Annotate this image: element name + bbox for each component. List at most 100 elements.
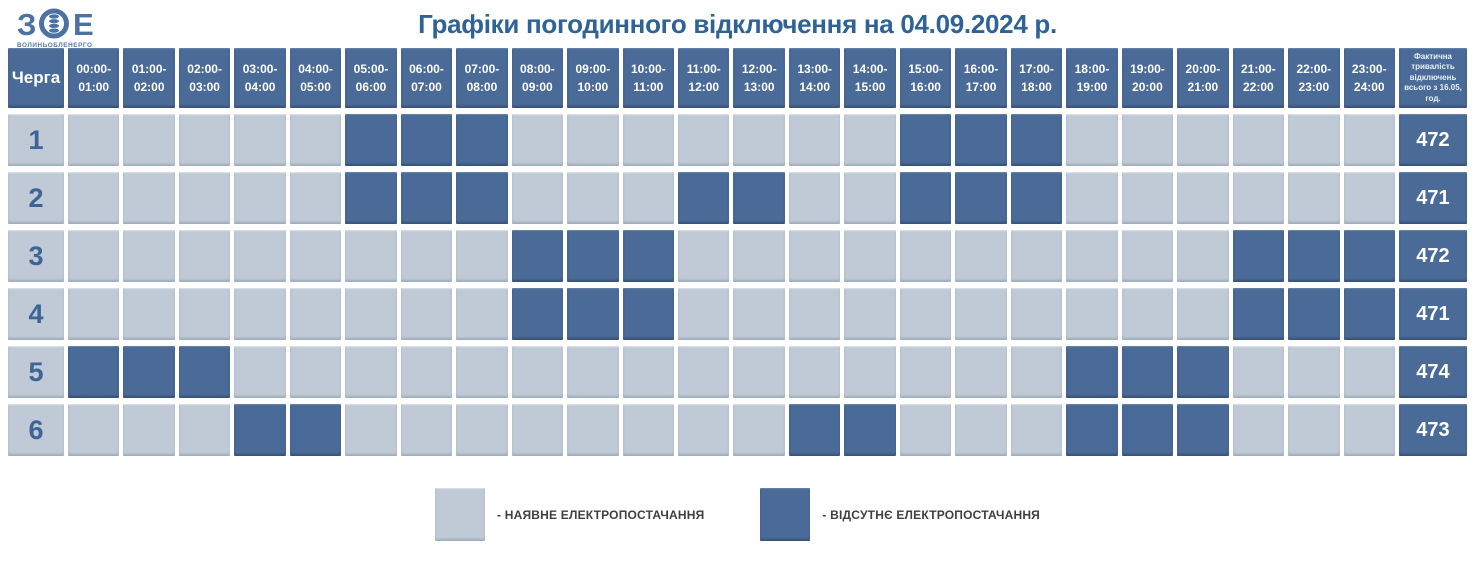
schedule-cell (1010, 114, 1063, 166)
page-title: Графіки погодинного відключення на 04.09… (418, 9, 1057, 39)
schedule-cell (511, 346, 564, 398)
schedule-cell (1177, 404, 1229, 456)
schedule-cell (456, 346, 508, 398)
schedule-cell (1288, 230, 1340, 282)
schedule-cell (234, 346, 286, 398)
hour-range-start: 00:00- (76, 62, 112, 76)
hour-header-cell: 17:00- 18:00 (1010, 48, 1063, 108)
schedule-cell (1066, 230, 1118, 282)
hour-range-start: 16:00- (963, 62, 999, 76)
hour-range-start: 12:00- (741, 62, 777, 76)
hour-header-cell: 06:00- 07:00 (400, 48, 453, 108)
schedule-cell (567, 404, 619, 456)
schedule-cell (178, 346, 231, 398)
hour-range-start: 20:00- (1185, 62, 1221, 76)
hour-range-end: 03:00 (189, 80, 220, 94)
hour-header-cell: 04:00- 05:00 (289, 48, 342, 108)
schedule-cell (1232, 230, 1285, 282)
legend-item-power-on: - НАЯВНЕ ЕЛЕКТРОПОСТАЧАННЯ (434, 488, 704, 541)
volynoblenergo-logo-icon: З Е ВОЛИНЬОБЛЕНЕРГО (17, 7, 94, 49)
schedule-cell (1232, 288, 1285, 340)
schedule-cell (678, 404, 730, 456)
hour-header-cell: 07:00- 08:00 (456, 48, 508, 108)
schedule-cell (733, 172, 785, 224)
schedule-cell (733, 114, 785, 166)
schedule-cell (844, 346, 896, 398)
schedule-cell (1288, 288, 1340, 340)
schedule-cell (400, 114, 453, 166)
hour-range-start: 19:00- (1130, 62, 1165, 76)
schedule-cell (68, 346, 120, 398)
schedule-cell (345, 172, 397, 224)
schedule-cell (345, 230, 397, 282)
schedule-cell (622, 230, 675, 282)
schedule-cell (955, 346, 1007, 398)
schedule-cell (289, 404, 342, 456)
schedule-cell (955, 404, 1007, 456)
schedule-cell (400, 172, 453, 224)
hour-range-start: 23:00- (1351, 62, 1387, 76)
schedule-cell (456, 114, 508, 166)
logo-insulator-disc (49, 23, 59, 28)
schedule-cell (844, 172, 896, 224)
hour-header-cell: 05:00- 06:00 (345, 48, 397, 108)
schedule-cell (289, 288, 342, 340)
hour-range-end: 05:00 (300, 80, 331, 94)
hour-header-cell: 10:00- 11:00 (622, 48, 675, 108)
schedule-cell (733, 404, 785, 456)
hour-range-start: 17:00- (1019, 62, 1054, 76)
schedule-cell (289, 230, 342, 282)
queue-label-cell: 6 (8, 404, 64, 456)
schedule-cell (456, 172, 508, 224)
schedule-cell (955, 114, 1007, 166)
hour-range-start: 07:00- (464, 62, 500, 76)
schedule-cell (567, 172, 619, 224)
hour-range-start: 02:00- (187, 62, 222, 76)
schedule-cell (899, 114, 952, 166)
logo-insulator-disc (49, 19, 59, 24)
legend: - НАЯВНЕ ЕЛЕКТРОПОСТАЧАННЯ - ВІДСУТНЄ ЕЛ… (0, 488, 1475, 541)
logo-letter-z: З (17, 7, 36, 42)
total-hours-cell: 471 (1398, 288, 1467, 340)
schedule-cell (1288, 172, 1340, 224)
schedule-cell (178, 404, 231, 456)
schedule-cell (1177, 114, 1229, 166)
schedule-cell (1288, 114, 1340, 166)
schedule-cell (400, 288, 453, 340)
legend-item-power-off: - ВІДСУТНЄ ЕЛЕКТРОПОСТАЧАННЯ (760, 488, 1040, 541)
schedule-cell (289, 346, 342, 398)
hour-header-cell: 00:00- 01:00 (68, 48, 120, 108)
queue-label-cell: 3 (8, 230, 64, 282)
schedule-cell (234, 172, 286, 224)
hour-range-start: 15:00- (908, 62, 943, 76)
schedule-cell (733, 288, 785, 340)
total-hours-cell: 474 (1398, 346, 1467, 398)
schedule-cell (1066, 114, 1118, 166)
queue-label-cell: 5 (8, 346, 64, 398)
hour-header-cell: 16:00- 17:00 (955, 48, 1007, 108)
hour-range-start: 01:00- (131, 62, 167, 76)
schedule-cell (955, 288, 1007, 340)
schedule-cell (1343, 114, 1395, 166)
hour-range-start: 05:00- (353, 62, 389, 76)
schedule-cell (1010, 346, 1063, 398)
schedule-cell (844, 404, 896, 456)
schedule-cell (844, 230, 896, 282)
hour-range-end: 16:00 (910, 80, 941, 94)
hour-header-cell: 03:00- 04:00 (234, 48, 286, 108)
hour-header-cell: 23:00- 24:00 (1343, 48, 1395, 108)
logo-insulator-disc (49, 14, 59, 19)
hour-range-end: 18:00 (1021, 80, 1052, 94)
schedule-cell (1066, 404, 1118, 456)
schedule-cell (1121, 404, 1174, 456)
logo-ring (39, 8, 69, 39)
schedule-cell (1343, 230, 1395, 282)
page-header: З Е ВОЛИНЬОБЛЕНЕРГО Графіки погодинного … (0, 0, 1475, 49)
power-on-swatch (434, 488, 485, 541)
hour-range-end: 24:00 (1353, 80, 1385, 94)
schedule-cell (1232, 404, 1285, 456)
hour-range-start: 10:00- (630, 62, 666, 76)
hour-range-end: 15:00 (854, 80, 886, 94)
total-hours-cell: 471 (1398, 172, 1467, 224)
schedule-cell (678, 230, 730, 282)
